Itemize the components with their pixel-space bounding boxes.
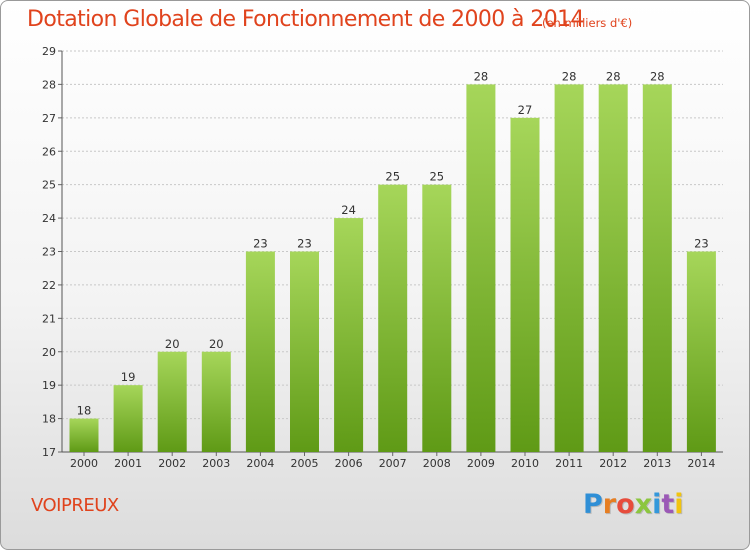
bar-value-label: 25	[385, 170, 400, 184]
y-tick-label: 27	[42, 112, 56, 125]
bar	[686, 251, 716, 452]
commune-name: VOIPREUX	[31, 495, 119, 516]
bar	[245, 251, 275, 452]
bar-value-label: 18	[77, 404, 92, 418]
y-tick-label: 22	[42, 279, 56, 292]
y-tick-label: 28	[42, 78, 56, 91]
x-tick-label: 2000	[70, 457, 98, 470]
proxiti-logo[interactable]: Proxiti	[583, 489, 684, 520]
y-tick-label: 23	[42, 246, 56, 259]
y-tick-label: 20	[42, 346, 56, 359]
bar-value-label: 24	[341, 203, 356, 217]
y-tick-label: 19	[42, 379, 56, 392]
chart-subtitle: (en milliers d'€)	[542, 16, 633, 30]
x-tick-label: 2009	[467, 457, 495, 470]
x-tick-label: 2006	[335, 457, 363, 470]
x-tick-label: 2014	[687, 457, 715, 470]
bar	[466, 84, 496, 453]
bar-value-label: 27	[518, 103, 533, 117]
x-tick-label: 2008	[423, 457, 451, 470]
bar	[113, 385, 143, 452]
bar-value-label: 23	[253, 237, 268, 251]
bar-value-label: 19	[121, 370, 136, 384]
x-tick-label: 2001	[114, 457, 142, 470]
bar-value-label: 28	[474, 69, 489, 83]
bar-value-label: 23	[694, 237, 709, 251]
bar-value-label: 28	[606, 69, 621, 83]
x-tick-label: 2004	[246, 457, 274, 470]
bar	[598, 84, 628, 453]
bar	[554, 84, 584, 453]
bar-value-label: 20	[209, 337, 224, 351]
bar-value-label: 20	[165, 337, 180, 351]
bar-value-label: 28	[562, 69, 577, 83]
y-tick-label: 18	[42, 413, 56, 426]
bar	[642, 84, 672, 453]
y-tick-label: 25	[42, 179, 56, 192]
y-tick-label: 29	[42, 45, 56, 58]
bar	[290, 251, 319, 452]
bar-value-label: 28	[650, 69, 665, 83]
bar	[157, 351, 187, 452]
bar	[201, 351, 231, 452]
y-tick-label: 26	[42, 145, 56, 158]
x-tick-label: 2012	[599, 457, 627, 470]
x-tick-label: 2003	[202, 457, 230, 470]
x-tick-label: 2013	[643, 457, 671, 470]
bar	[422, 184, 452, 452]
y-tick-label: 17	[42, 446, 56, 459]
x-tick-label: 2005	[291, 457, 319, 470]
x-tick-label: 2010	[511, 457, 539, 470]
chart-title: Dotation Globale de Fonctionnement de 20…	[27, 7, 585, 32]
bar-value-label: 23	[297, 237, 312, 251]
x-tick-label: 2011	[555, 457, 583, 470]
y-tick-label: 21	[42, 312, 56, 325]
bar-value-label: 25	[429, 170, 444, 184]
x-tick-label: 2002	[158, 457, 186, 470]
x-tick-label: 2007	[379, 457, 407, 470]
bar	[334, 218, 364, 452]
y-tick-label: 24	[42, 212, 56, 225]
bar	[510, 117, 540, 452]
bar	[378, 184, 408, 452]
bar	[69, 418, 99, 452]
